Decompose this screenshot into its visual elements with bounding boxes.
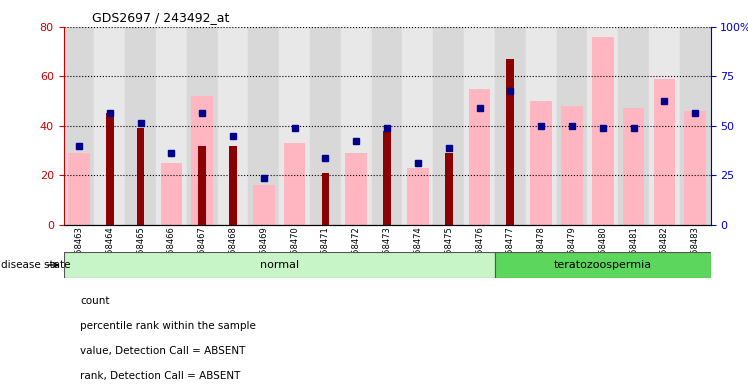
Text: normal: normal — [260, 260, 298, 270]
Bar — [125, 27, 156, 225]
Bar — [279, 27, 310, 225]
Bar — [654, 79, 675, 225]
Bar — [680, 27, 711, 225]
Bar — [530, 101, 552, 225]
Bar — [191, 96, 213, 225]
Text: value, Detection Call = ABSENT: value, Detection Call = ABSENT — [80, 346, 245, 356]
Bar — [218, 27, 248, 225]
Text: GDS2697 / 243492_at: GDS2697 / 243492_at — [92, 12, 230, 25]
Bar — [618, 27, 649, 225]
Bar — [198, 146, 206, 225]
Bar — [587, 27, 618, 225]
Bar — [346, 153, 367, 225]
Bar — [322, 173, 329, 225]
Bar — [469, 89, 490, 225]
Bar — [310, 27, 341, 225]
Text: rank, Detection Call = ABSENT: rank, Detection Call = ABSENT — [80, 371, 240, 381]
Bar — [649, 27, 680, 225]
Bar — [161, 163, 183, 225]
Text: percentile rank within the sample: percentile rank within the sample — [80, 321, 256, 331]
Bar — [383, 131, 391, 225]
Bar — [341, 27, 372, 225]
Bar — [684, 111, 706, 225]
Bar — [592, 37, 613, 225]
Bar — [64, 27, 94, 225]
Bar — [68, 153, 90, 225]
Bar — [137, 128, 144, 225]
Bar — [495, 27, 526, 225]
Bar — [284, 143, 305, 225]
Bar — [445, 153, 453, 225]
Bar — [623, 108, 644, 225]
Bar — [229, 146, 237, 225]
Text: count: count — [80, 296, 109, 306]
Bar — [526, 27, 557, 225]
Bar — [464, 27, 495, 225]
Text: disease state: disease state — [1, 260, 71, 270]
Bar — [557, 27, 587, 225]
Bar — [187, 27, 218, 225]
Bar — [372, 27, 402, 225]
Bar — [407, 168, 429, 225]
Bar — [402, 27, 433, 225]
Bar — [495, 252, 711, 278]
Bar — [64, 252, 495, 278]
Bar — [433, 27, 464, 225]
Bar — [561, 106, 583, 225]
Bar — [156, 27, 187, 225]
Bar — [248, 27, 279, 225]
Text: teratozoospermia: teratozoospermia — [554, 260, 652, 270]
Bar — [253, 185, 275, 225]
Bar — [94, 27, 125, 225]
Bar — [506, 59, 514, 225]
Bar — [106, 113, 114, 225]
